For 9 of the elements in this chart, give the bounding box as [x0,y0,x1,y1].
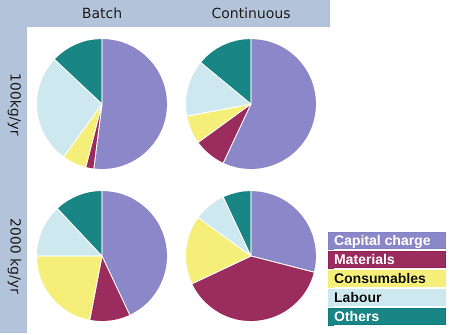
legend-label: Materials [334,251,395,268]
text: 2000 kg/yr [6,218,22,294]
legend-label: Capital charge [334,232,430,249]
legend-label: Labour [334,289,382,306]
legend-label: Consumables [334,270,426,287]
chart-title: Continuous [210,5,292,24]
text: 100kg/yr [6,72,22,136]
chart-title: Batch [80,5,124,24]
legend-label: Others [334,308,380,325]
